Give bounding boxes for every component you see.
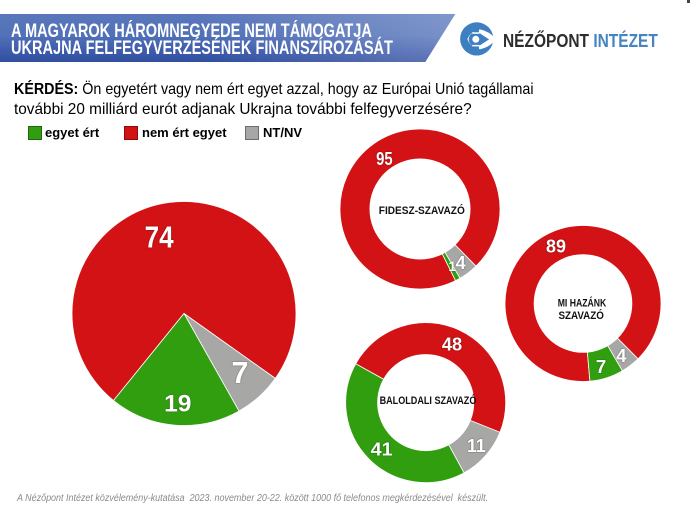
svg-text:74: 74 — [145, 221, 174, 255]
svg-text:7: 7 — [232, 356, 249, 390]
svg-text:SZAVAZÓ: SZAVAZÓ — [558, 309, 604, 322]
svg-text:MI HAZÁNK: MI HAZÁNK — [558, 297, 607, 310]
svg-text:95: 95 — [376, 148, 393, 169]
svg-text:BALOLDALI SZAVAZÓ: BALOLDALI SZAVAZÓ — [380, 394, 477, 407]
svg-text:11: 11 — [467, 435, 486, 456]
svg-text:FIDESZ-SZAVAZÓ: FIDESZ-SZAVAZÓ — [379, 204, 465, 217]
svg-text:4: 4 — [616, 345, 627, 366]
svg-text:7: 7 — [596, 356, 606, 377]
svg-text:48: 48 — [442, 334, 462, 355]
svg-text:1: 1 — [448, 258, 456, 274]
svg-text:41: 41 — [371, 439, 393, 460]
svg-text:19: 19 — [164, 390, 191, 417]
svg-text:4: 4 — [456, 253, 466, 273]
svg-text:89: 89 — [546, 236, 566, 257]
